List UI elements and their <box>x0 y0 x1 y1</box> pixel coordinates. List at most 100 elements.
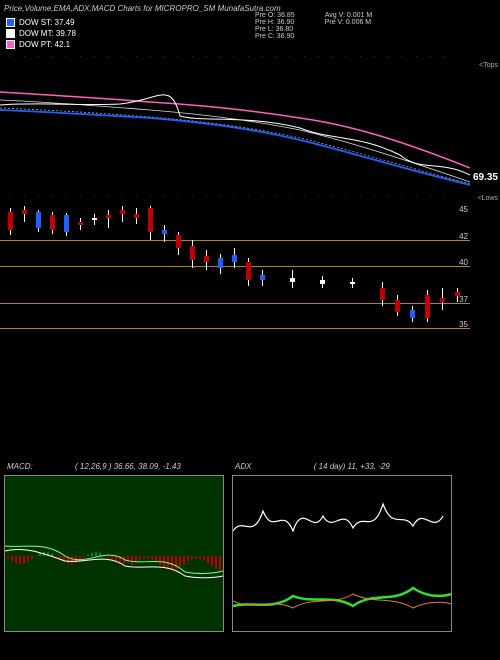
xtick: · <box>386 194 392 199</box>
xtick: · <box>92 54 98 59</box>
pre-low: Pre L: 36.80 <box>255 26 295 33</box>
gridline <box>0 266 470 267</box>
xtick: · <box>162 54 168 59</box>
xtick: · <box>400 194 406 199</box>
ytick-label: 45 <box>459 205 468 214</box>
gridline <box>0 240 470 241</box>
xtick: · <box>386 54 392 59</box>
xtick: · <box>64 54 70 59</box>
axis-label-tops: <Tops <box>479 62 498 69</box>
macd-svg <box>5 476 223 631</box>
chart-title: Price,Volume,EMA,ADX,MACD Charts for MIC… <box>4 4 281 13</box>
candle-body <box>290 278 295 282</box>
candle-body <box>204 256 209 262</box>
candle-body <box>425 295 430 318</box>
candle-wick <box>24 206 25 222</box>
legend-item: DOW MT: 39.78 <box>6 29 76 38</box>
xtick: · <box>190 194 196 199</box>
xtick: · <box>120 194 126 199</box>
xtick: · <box>134 54 140 59</box>
xtick: · <box>50 54 56 59</box>
xtick: · <box>78 54 84 59</box>
pre-high: Pre H: 36.90 <box>255 19 295 26</box>
xtick: · <box>232 54 238 59</box>
xtick: · <box>232 194 238 199</box>
legend-color-box <box>6 18 15 27</box>
legend-color-box <box>6 29 15 38</box>
xtick: · <box>36 54 42 59</box>
candle-body <box>190 246 195 260</box>
xtick: · <box>358 194 364 199</box>
adx-params: ( 14 day) 11, +33, -29 <box>314 462 390 471</box>
xtick: · <box>148 54 154 59</box>
price-info-block: Pre O: 36.85 Pre H: 36.90 Pre L: 36.80 P… <box>255 12 372 40</box>
xtick: · <box>8 194 14 199</box>
pre-close: Pre C: 36.90 <box>255 33 295 40</box>
candle-body <box>64 215 69 232</box>
legend-label: DOW PT: 42.1 <box>19 40 70 49</box>
candle-body <box>395 300 400 312</box>
axis-label-lows: <Lows <box>478 195 498 202</box>
xtick: · <box>316 54 322 59</box>
xtick: · <box>106 194 112 199</box>
xtick: · <box>64 194 70 199</box>
xtick: · <box>36 194 42 199</box>
xtick: · <box>400 54 406 59</box>
ytick-label: 35 <box>459 320 468 329</box>
candle-body <box>8 212 13 230</box>
xtick: · <box>302 54 308 59</box>
xtick: · <box>260 54 266 59</box>
candle-body <box>36 212 41 228</box>
xtick: · <box>414 54 420 59</box>
xtick: · <box>246 54 252 59</box>
xtick: · <box>50 194 56 199</box>
legend-item: DOW ST: 37.49 <box>6 18 76 27</box>
xtick: · <box>176 54 182 59</box>
xtick: · <box>218 54 224 59</box>
candle-body <box>120 210 125 214</box>
xtick: · <box>148 194 154 199</box>
xtick: · <box>358 54 364 59</box>
adx-panel: ADX ( 14 day) 11, +33, -29 <box>232 475 452 632</box>
candle-body <box>22 210 27 214</box>
xtick: · <box>120 54 126 59</box>
xtick: · <box>414 194 420 199</box>
pre-volume: Pre V: 0.006 M <box>325 19 372 26</box>
legend-label: DOW ST: 37.49 <box>19 18 75 27</box>
candle-body <box>455 292 460 296</box>
xtick: · <box>22 54 28 59</box>
xtick: · <box>288 194 294 199</box>
candle-body <box>410 310 415 318</box>
xtick: · <box>428 194 434 199</box>
xtick: · <box>22 194 28 199</box>
macd-panel: MACD: ( 12,26,9 ) 36.66, 38.09, -1.43 <box>4 475 224 632</box>
xtick: · <box>288 54 294 59</box>
candle-body <box>162 230 167 234</box>
xtick: · <box>218 194 224 199</box>
legend-item: DOW PT: 42.1 <box>6 40 76 49</box>
adx-title: ADX <box>235 462 251 471</box>
pre-open: Pre O: 36.85 <box>255 12 295 19</box>
macd-params: ( 12,26,9 ) 36.66, 38.09, -1.43 <box>75 462 181 471</box>
xtick: · <box>176 194 182 199</box>
xtick: · <box>246 194 252 199</box>
xtick: · <box>260 194 266 199</box>
legend-label: DOW MT: 39.78 <box>19 29 76 38</box>
candle-wick <box>122 206 123 222</box>
candle-body <box>232 255 237 262</box>
xtick: · <box>330 54 336 59</box>
xtick: · <box>190 54 196 59</box>
xtick: · <box>274 54 280 59</box>
candle-body <box>176 235 181 248</box>
xtick: · <box>92 194 98 199</box>
xtick: · <box>106 54 112 59</box>
ytick-label: 40 <box>459 258 468 267</box>
candle-body <box>260 275 265 280</box>
candle-body <box>246 262 251 280</box>
candle-body <box>50 215 55 230</box>
candle-body <box>106 215 111 218</box>
xtick: · <box>134 194 140 199</box>
candle-body <box>92 218 97 220</box>
candle-body <box>218 258 223 268</box>
candle-body <box>350 282 355 284</box>
